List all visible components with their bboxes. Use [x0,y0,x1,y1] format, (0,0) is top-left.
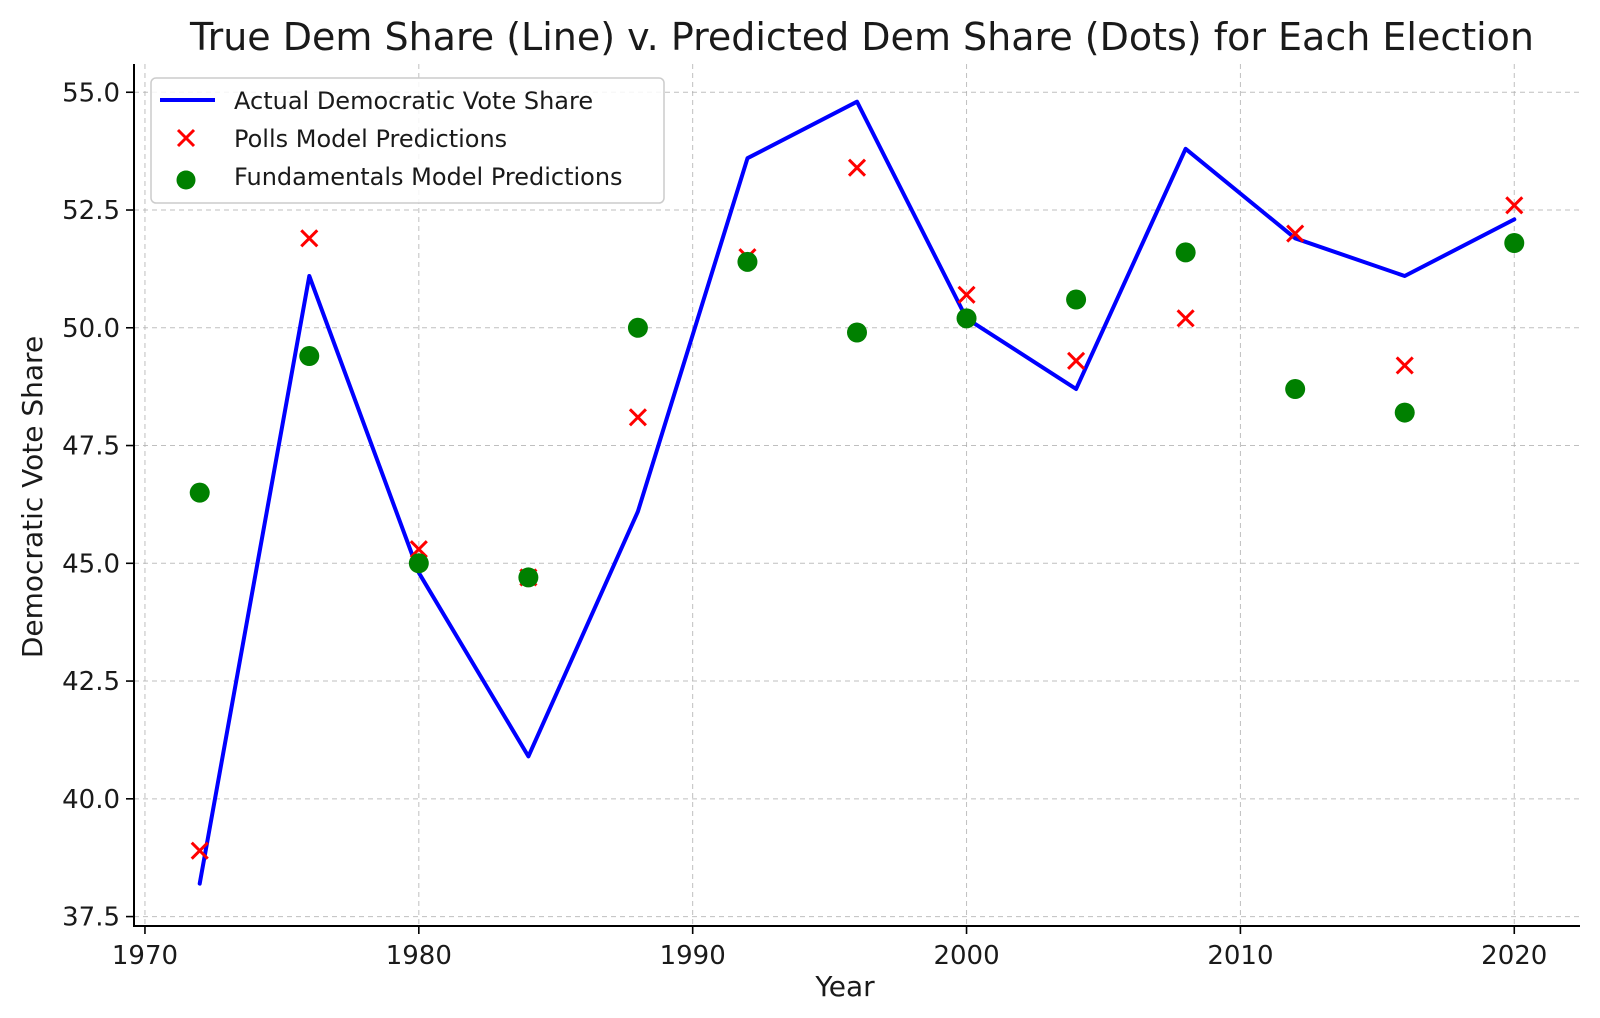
x-tick-label-1: 1980 [386,941,452,971]
polls-marker-2016 [1395,356,1414,375]
polls-marker-1976 [300,229,319,248]
fundamentals-marker-2008 [1175,242,1196,263]
fundamentals-marker-1992 [737,251,758,272]
actual-share-line [197,99,1517,886]
fundamentals-marker-1996 [847,322,867,343]
y-axis-label: Democratic Vote Share [16,336,49,658]
polls-marker-2000 [957,285,976,304]
legend: Actual Democratic Vote Share Polls Model… [150,77,665,204]
x-tick-label-5: 2020 [1481,941,1547,971]
legend-frame [150,77,665,204]
legend-label-polls: Polls Model Predictions [234,125,507,153]
y-tick-label-2: 42.5 [62,667,120,697]
legend-label-actual: Actual Democratic Vote Share [234,87,593,115]
polls-marker-1972 [190,841,209,860]
y-tick-label-0: 37.5 [62,903,120,933]
series-layer [189,99,1525,886]
legend-label-fundamentals: Fundamentals Model Predictions [234,163,623,191]
fundamentals-marker-1984 [518,567,539,588]
y-tick-label-3: 45.0 [62,549,120,579]
y-tick-label-6: 52.5 [62,196,120,226]
x-tick-label-2: 1990 [660,941,726,971]
fundamentals-marker-2016 [1394,402,1415,423]
x-axis-label: Year [814,970,875,1003]
polls-marker-2004 [1067,351,1086,370]
fundamentals-marker-2004 [1066,289,1087,310]
y-tick-label-1: 40.0 [62,785,120,815]
chart-title: True Dem Share (Line) v. Predicted Dem S… [189,15,1534,59]
polls-marker-1996 [847,158,867,177]
x-tick-label-0: 1970 [112,941,178,971]
legend-x-marker-swatch [176,128,196,148]
y-tick-label-7: 55.0 [62,78,120,108]
axes: 1970 1980 1990 2000 2010 2020 37.5 40.0 42.5 45.0… [62,64,1580,971]
y-tick-label-5: 50.0 [62,314,120,344]
fundamentals-marker-1988 [627,317,648,338]
fundamentals-marker-2012 [1285,379,1306,400]
x-tick-label-3: 2000 [933,941,999,971]
fundamentals-marker-1976 [299,346,320,367]
y-tick-label-4: 47.5 [62,432,120,462]
polls-marker-2008 [1176,309,1195,328]
legend-circle-marker-swatch [176,170,196,190]
legend-entry-polls: Polls Model Predictions [176,125,507,153]
x-tick-label-4: 2010 [1207,941,1273,971]
polls-marker-1980 [409,540,428,559]
fundamentals-marker-2000 [956,308,977,329]
fundamentals-marker-2020 [1504,232,1525,253]
axis-spines [133,64,1580,927]
legend-entry-actual: Actual Democratic Vote Share [160,87,593,115]
legend-entry-fundamentals: Fundamentals Model Predictions [176,163,623,191]
fundamentals-marker-1972 [189,482,210,503]
polls-marker-2012 [1286,224,1305,243]
fundamentals-marker-1980 [408,553,429,574]
polls-marker-1988 [628,408,647,427]
polls-marker-2020 [1505,196,1524,215]
